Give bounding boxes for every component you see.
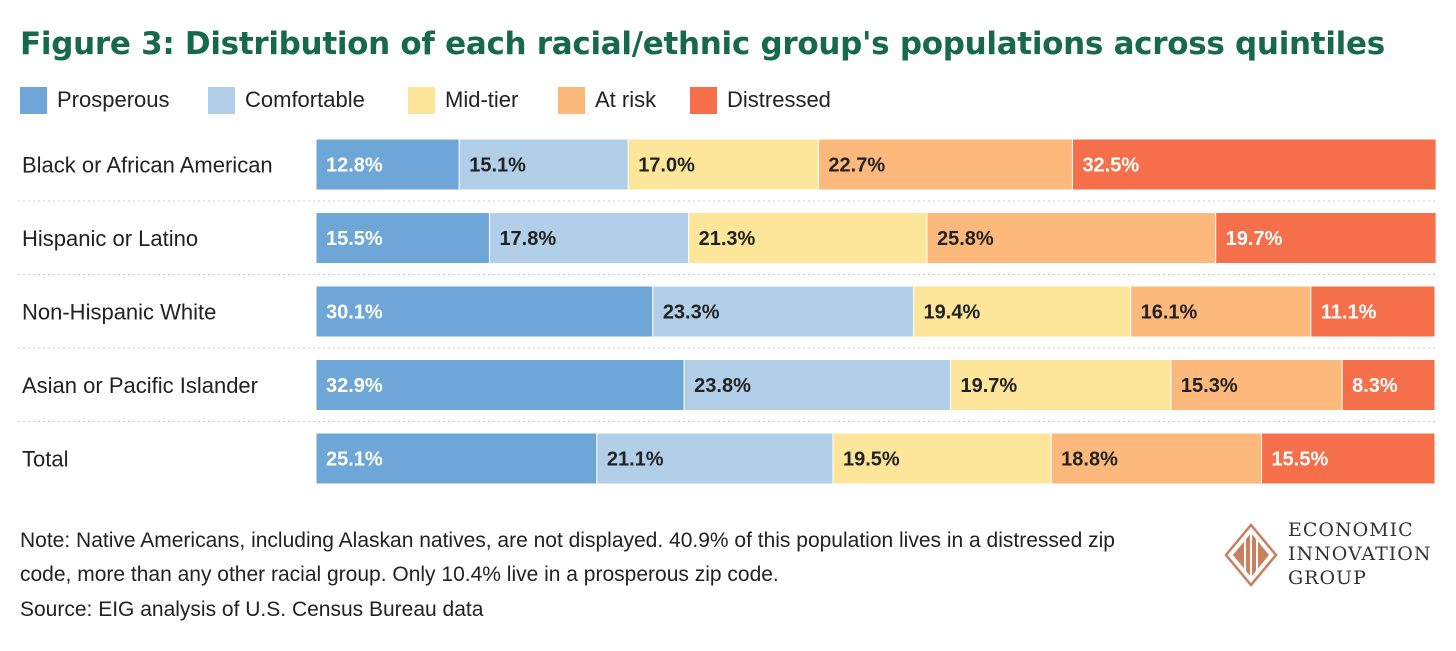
legend-item: Comfortable	[208, 86, 365, 114]
legend-swatch	[558, 86, 585, 114]
bar-segment	[627, 138, 819, 191]
data-label: 18.8%	[1061, 449, 1118, 471]
legend-label: Distressed	[727, 87, 831, 112]
data-label: 15.5%	[1272, 449, 1329, 471]
legend-swatch	[208, 86, 235, 114]
bar-segment	[683, 359, 951, 411]
data-label: 25.1%	[326, 449, 383, 471]
bar-segment	[1170, 359, 1343, 411]
bar-segment	[913, 285, 1132, 338]
data-label: 32.9%	[326, 375, 383, 397]
category-label: Non-Hispanic White	[22, 300, 216, 325]
data-label: 21.1%	[607, 449, 664, 471]
data-label: 15.1%	[469, 155, 526, 177]
bar-segment	[652, 285, 915, 338]
legend-swatch	[408, 86, 435, 114]
chart-title: Figure 3: Distribution of each racial/et…	[20, 26, 1385, 62]
logo-text-line1: ECONOMIC	[1288, 519, 1414, 541]
data-label: 19.4%	[924, 302, 981, 324]
legend-label: Mid-tier	[445, 87, 519, 112]
bar-segment	[1050, 432, 1263, 485]
legend-label: At risk	[595, 87, 657, 112]
logo-text-line3: GROUP	[1288, 567, 1367, 589]
legend-swatch	[20, 86, 47, 114]
data-label: 15.3%	[1181, 375, 1238, 397]
legend-label: Comfortable	[245, 87, 365, 112]
category-label: Asian or Pacific Islander	[22, 373, 258, 398]
legend-item: Distressed	[690, 86, 831, 114]
data-label: 32.5%	[1082, 155, 1139, 177]
bar-segment	[1071, 138, 1437, 191]
legend-item: At risk	[558, 86, 656, 114]
data-label: 21.3%	[699, 228, 756, 250]
bar-segment	[1310, 285, 1436, 338]
chart-note: Note: Native Americans, including Alaska…	[20, 529, 1115, 586]
bar-segment	[926, 212, 1217, 264]
logo-text-line2: INNOVATION	[1288, 543, 1432, 565]
category-label: Black or African American	[22, 153, 273, 178]
data-label: 8.3%	[1352, 375, 1398, 397]
bar-segment	[315, 285, 654, 338]
data-label: 25.8%	[937, 228, 994, 250]
bar-segment	[315, 432, 598, 485]
legend-label: Prosperous	[57, 87, 170, 112]
legend-swatch	[690, 86, 717, 114]
data-label: 22.7%	[828, 155, 885, 177]
bar-segment	[1341, 359, 1436, 411]
bar-segment	[688, 212, 928, 264]
data-label: 30.1%	[326, 302, 383, 324]
bar-segment	[596, 432, 834, 485]
bar-segment	[1215, 212, 1437, 264]
bar-segment	[315, 359, 685, 411]
chart-source: Source: EIG analysis of U.S. Census Bure…	[20, 598, 484, 621]
eig-logo: ECONOMIC INNOVATION GROUP	[1224, 517, 1456, 593]
bar-segment	[315, 212, 490, 264]
bar-segment	[832, 432, 1052, 485]
data-label: 12.8%	[326, 155, 383, 177]
data-label: 15.5%	[326, 228, 383, 250]
bar-segment	[817, 138, 1073, 191]
data-label: 19.7%	[960, 375, 1017, 397]
bar-segment	[458, 138, 629, 191]
data-label: 17.8%	[499, 228, 556, 250]
bar-segment	[1130, 285, 1312, 338]
data-label: 23.3%	[663, 302, 720, 324]
bar-segment	[949, 359, 1172, 411]
bar-segment	[488, 212, 690, 264]
legend-item: Mid-tier	[408, 86, 518, 114]
data-label: 23.8%	[694, 375, 751, 397]
bar-segment	[315, 138, 460, 191]
diamond-logo-icon	[1224, 523, 1278, 587]
data-label: 16.1%	[1141, 302, 1198, 324]
data-label: 11.1%	[1321, 302, 1377, 324]
legend-item: Prosperous	[20, 86, 170, 114]
category-label: Hispanic or Latino	[22, 226, 198, 251]
bar-segment	[1261, 432, 1436, 485]
data-label: 19.7%	[1226, 228, 1283, 250]
category-label: Total	[22, 447, 68, 472]
data-label: 17.0%	[638, 155, 695, 177]
data-label: 19.5%	[843, 449, 900, 471]
